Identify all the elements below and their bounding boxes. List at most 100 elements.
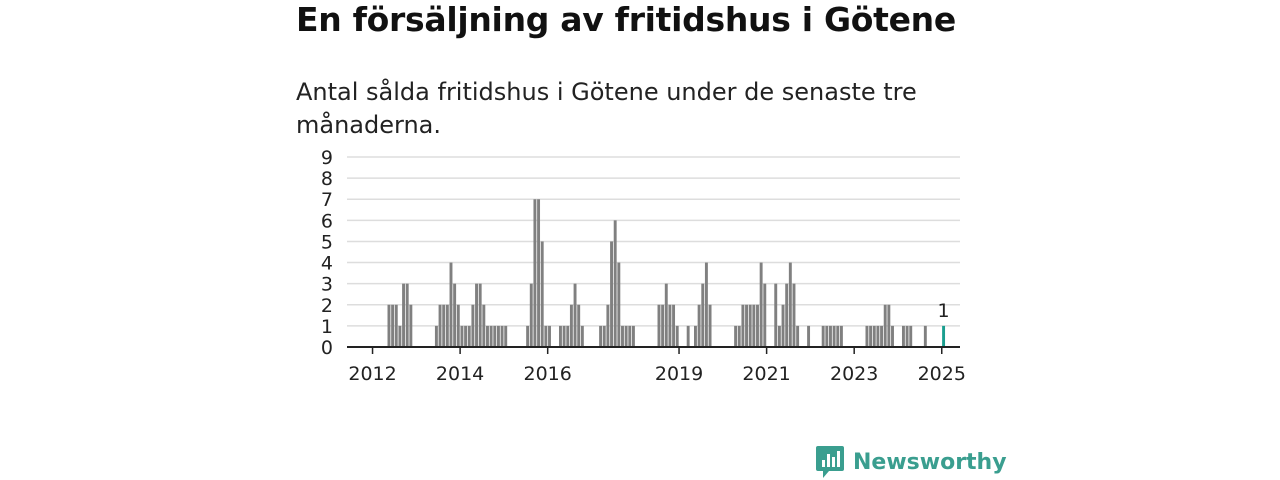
bar [409, 304, 413, 347]
bar [825, 325, 829, 347]
bar [548, 325, 551, 347]
bar [621, 325, 624, 347]
bar [668, 304, 672, 347]
bar [445, 304, 449, 347]
x-tick-label: 2021 [742, 363, 790, 385]
bar [434, 325, 438, 347]
x-tick-label: 2025 [918, 363, 966, 385]
bar [869, 325, 873, 347]
newsworthy-logo-icon [816, 446, 844, 478]
bar [573, 283, 577, 347]
bar [792, 283, 796, 347]
bar [872, 325, 876, 347]
bar [617, 262, 621, 347]
bar [628, 325, 632, 347]
bar [442, 304, 446, 347]
bar [923, 325, 927, 347]
bar [661, 304, 665, 347]
bar [478, 283, 482, 347]
bar [624, 325, 628, 347]
bar [387, 304, 391, 347]
bar [734, 325, 738, 347]
bar [796, 325, 800, 347]
bar [464, 325, 468, 347]
bar [489, 325, 493, 347]
bar [493, 325, 497, 347]
y-tick-label: 8 [321, 168, 333, 190]
x-tick-label: 2012 [348, 363, 396, 385]
bar [631, 325, 635, 347]
bar [467, 325, 471, 347]
bar [475, 283, 478, 347]
bars [387, 199, 946, 347]
bar [562, 325, 566, 347]
bar [672, 304, 676, 347]
bar [496, 325, 500, 347]
bar [398, 325, 402, 347]
y-tick-label: 2 [321, 295, 333, 317]
bar [901, 325, 905, 347]
y-tick-label: 5 [321, 231, 333, 253]
bar [602, 325, 606, 347]
bar [876, 325, 880, 347]
bar [821, 325, 825, 347]
bar [657, 304, 661, 347]
bar [471, 304, 475, 347]
bar [391, 304, 395, 347]
bar [883, 304, 887, 347]
bar [540, 241, 544, 347]
bar [781, 304, 785, 347]
bar [763, 283, 767, 347]
y-tick-label: 0 [321, 337, 333, 359]
bar [606, 304, 610, 347]
bar [704, 262, 708, 347]
bar [686, 325, 690, 347]
bar [558, 325, 562, 347]
bar [865, 325, 869, 347]
bar [905, 325, 909, 347]
bar [675, 325, 679, 347]
bar [577, 304, 581, 347]
bar [664, 283, 668, 347]
bar [788, 262, 792, 347]
y-tick-label: 9 [321, 147, 333, 169]
bar [807, 325, 811, 347]
bar [402, 283, 406, 347]
bar [504, 325, 508, 347]
bar [756, 304, 759, 347]
bar [697, 304, 701, 347]
bar [708, 304, 712, 347]
bar [453, 283, 457, 347]
bar [438, 304, 442, 347]
x-tick-label: 2019 [655, 363, 703, 385]
bar [456, 304, 460, 347]
bar [460, 325, 464, 347]
bar [701, 283, 705, 347]
bar [759, 262, 763, 347]
x-axis: 2012 2014 2016 2019 2021 2023 2025 [347, 346, 966, 385]
y-tick-label: 6 [321, 210, 333, 232]
bar [774, 283, 778, 347]
bar [449, 262, 453, 347]
highlight-value-label: 1 [938, 300, 950, 322]
bar [580, 325, 584, 347]
bar [752, 304, 756, 347]
bar [610, 241, 613, 347]
bar [599, 325, 603, 347]
brand-name: Newsworthy [853, 449, 1007, 475]
y-tick-label: 3 [321, 274, 333, 296]
bar [748, 304, 752, 347]
x-tick-label: 2016 [524, 363, 572, 385]
bar [909, 325, 913, 347]
bar [394, 304, 398, 347]
bar [566, 325, 570, 347]
y-tick-label: 7 [321, 189, 333, 211]
bar [832, 325, 836, 347]
y-tick-label: 4 [321, 253, 333, 275]
bar [829, 325, 832, 347]
bar [613, 220, 617, 347]
bar [500, 325, 504, 347]
bar [526, 325, 530, 347]
